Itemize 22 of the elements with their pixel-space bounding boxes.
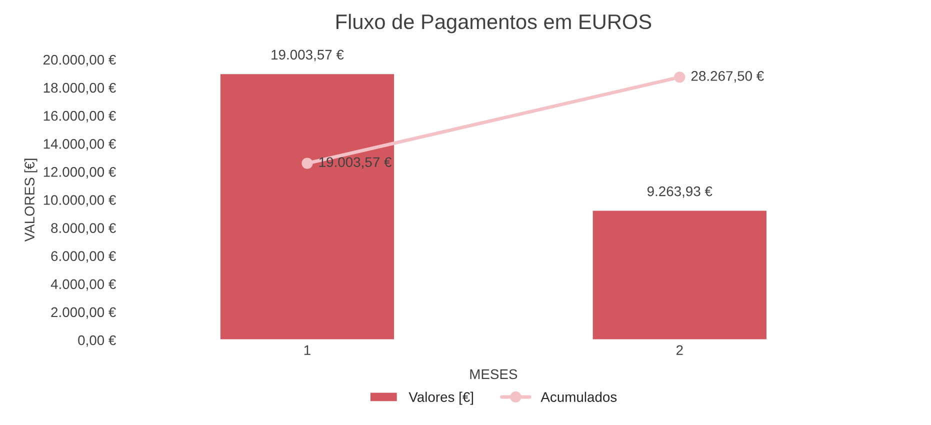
legend-label: Valores [€] — [408, 392, 474, 405]
y-tick-label: 14.000,00 € — [44, 138, 116, 150]
y-tick-label: 4.000,00 € — [50, 279, 116, 291]
data-label: 19.003,57 € — [272, 50, 344, 62]
x-axis-title: MESES — [470, 369, 518, 380]
chart-title: Fluxo de Pagamentos em EUROS — [336, 14, 652, 34]
data-label: 28.267,50 € — [691, 71, 764, 83]
y-tick-label: 10.000,00 € — [44, 195, 116, 207]
x-tick-label: 2 — [676, 345, 683, 355]
y-tick-label: 6.000,00 € — [51, 251, 116, 263]
y-tick-label: 20.000,00 € — [44, 54, 116, 66]
data-label: 9.263,93 € — [647, 186, 712, 198]
y-tick-label: 16.000,00 € — [44, 110, 116, 122]
y-axis-title: VALORES [€] — [24, 158, 38, 242]
legend-label: Acumulados — [540, 392, 617, 402]
data-label: 19.003,57 € — [319, 157, 392, 169]
y-tick-label: 8.000,00 € — [51, 223, 116, 235]
y-tick-label: 0,00 € — [78, 335, 116, 347]
y-tick-label: 18.000,00 € — [44, 82, 116, 94]
x-tick-label: 1 — [304, 345, 310, 355]
y-tick-label: 2.000,00 € — [51, 307, 116, 319]
y-tick-label: 12.000,00 € — [44, 167, 116, 179]
